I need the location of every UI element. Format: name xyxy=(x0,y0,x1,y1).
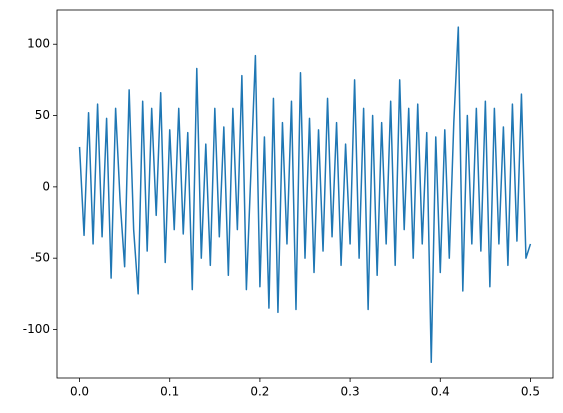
axes-frame xyxy=(56,9,554,379)
y-tick-label: 100 xyxy=(27,37,50,51)
x-tick-label: 0.5 xyxy=(521,385,540,399)
x-tick-label: 0.0 xyxy=(70,385,89,399)
y-tick-label: -100 xyxy=(23,322,50,336)
y-tick-label: -50 xyxy=(30,251,50,265)
line-series xyxy=(78,26,532,364)
y-tick-label: 50 xyxy=(35,108,50,122)
x-tick-label: 0.2 xyxy=(250,385,269,399)
x-tick-label: 0.3 xyxy=(341,385,360,399)
x-tick-label: 0.1 xyxy=(160,385,179,399)
y-tick-label: 0 xyxy=(42,179,50,193)
x-tick-label: 0.4 xyxy=(431,385,450,399)
